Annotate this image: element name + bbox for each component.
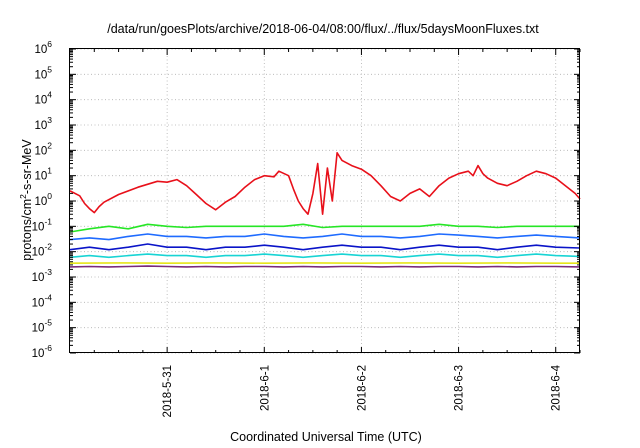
y-tick-label: 105 (34, 64, 52, 81)
series-group (69, 152, 581, 268)
y-tick-label: 100 (34, 191, 52, 208)
y-axis-label-pre: protons/cm (20, 199, 34, 261)
series-line-2 (69, 223, 580, 233)
y-axis-label-sup: 2 (18, 194, 28, 199)
y-tick-label: 10-6 (32, 343, 53, 360)
x-tick-label: 2018-6-4 (551, 364, 563, 411)
x-tick-label: 2018-5-31 (162, 365, 174, 417)
x-tick-labels: 2018-5-31 2018-6-1 2018-6-2 2018-6-3 2018-6-… (162, 364, 563, 417)
x-tick-label: 2018-6-2 (356, 365, 368, 411)
axis-ticks (70, 48, 581, 354)
y-tick-label: 10-3 (32, 267, 53, 284)
chart-title: /data/run/goesPlots/archive/2018-06-04/0… (107, 22, 539, 36)
series-line-7 (69, 265, 581, 268)
y-tick-label: 106 (34, 39, 52, 56)
series-line-4 (69, 243, 581, 251)
x-tick-label: 2018-6-1 (259, 365, 271, 411)
series-line-5 (69, 253, 581, 259)
y-tick-label: 101 (34, 166, 52, 183)
grid (70, 48, 580, 354)
y-tick-labels: 10-6 10-5 10-4 10-3 10-2 10-1 100 101 102 103 104 1… (32, 39, 53, 360)
y-tick-label: 104 (34, 90, 52, 107)
series-line-1 (69, 152, 581, 215)
y-tick-label: 102 (34, 140, 52, 157)
y-tick-label: 10-2 (32, 242, 53, 259)
y-tick-label: 10-4 (32, 292, 53, 309)
y-axis-label-post: -s-sr-MeV (20, 139, 34, 195)
y-tick-label: 103 (34, 115, 52, 132)
y-axis-label: protons/cm2-s-sr-MeV (18, 139, 34, 261)
y-tick-label: 10-5 (32, 318, 53, 335)
x-tick-label: 2018-6-3 (454, 365, 466, 411)
y-tick-label: 10-1 (32, 216, 53, 233)
series-line-3 (69, 233, 581, 241)
x-axis-label: Coordinated Universal Time (UTC) (230, 430, 422, 444)
